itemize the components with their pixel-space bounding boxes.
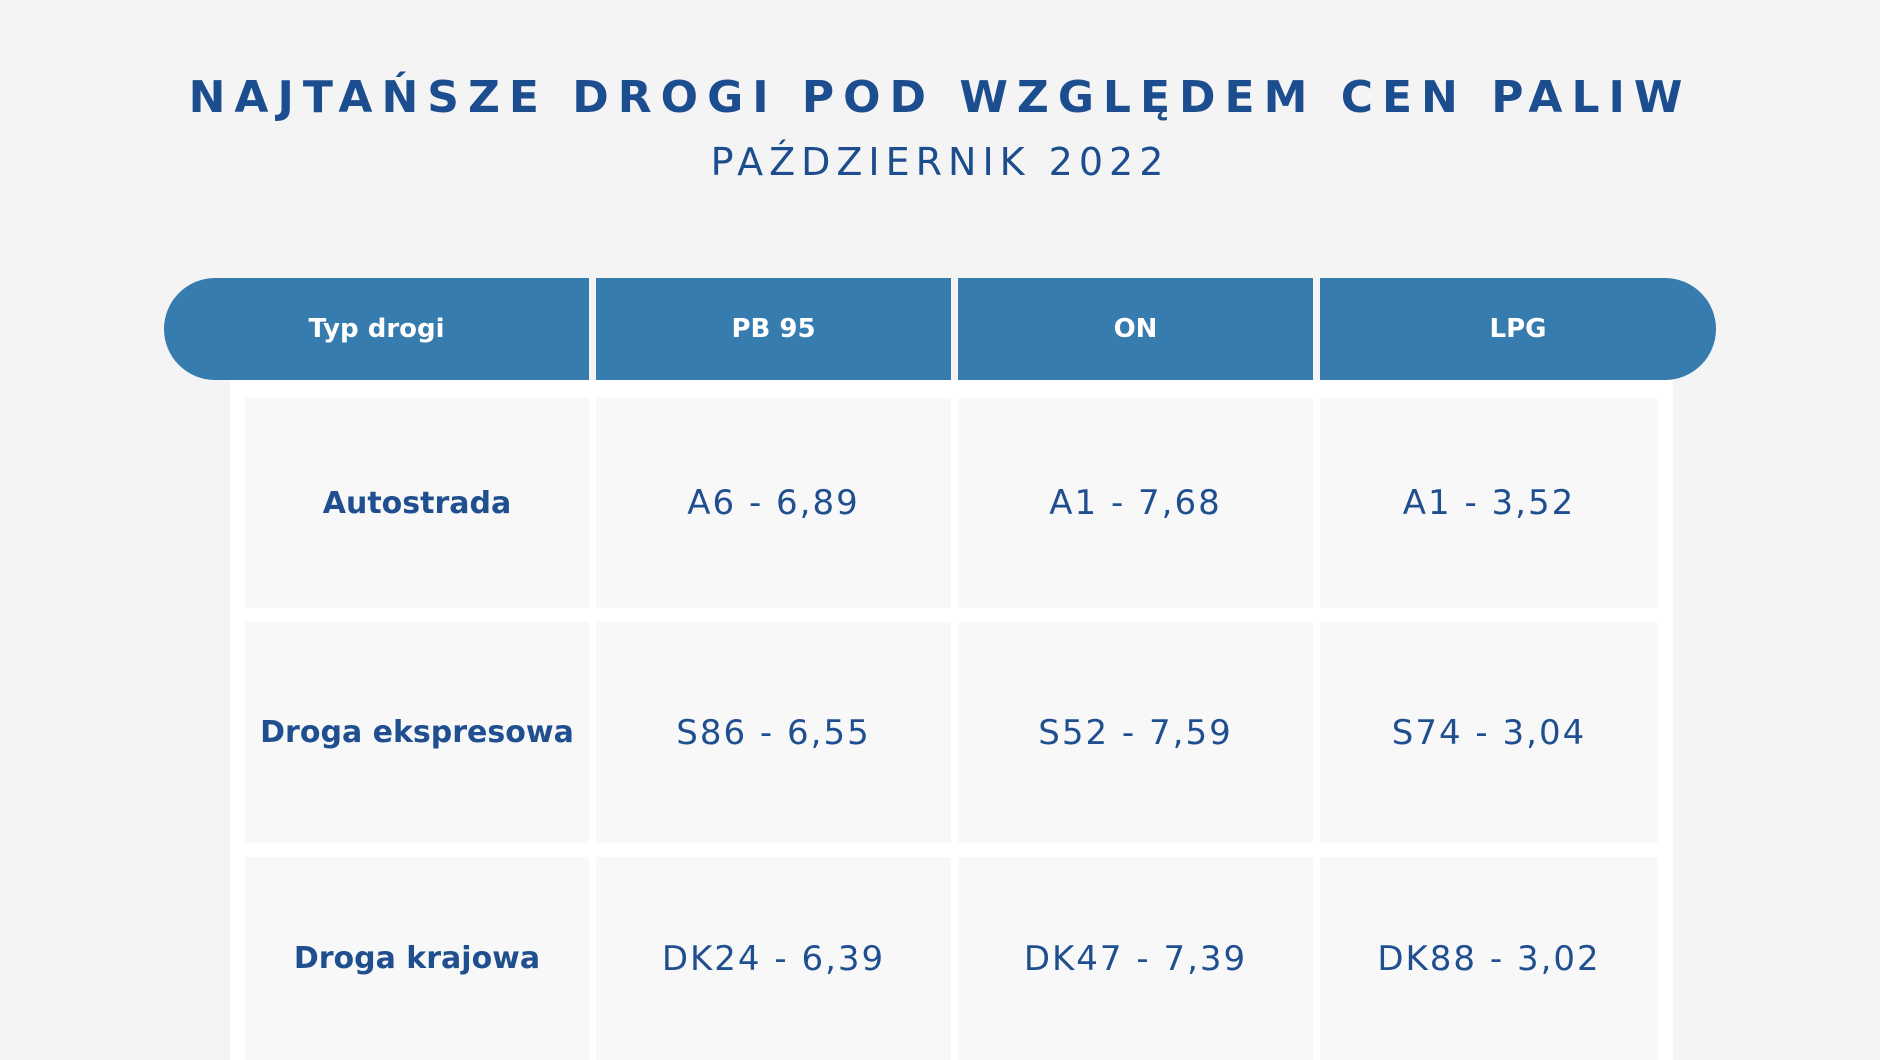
title: NAJTAŃSZE DROGI POD WZGLĘDEM CEN PALIW [188,72,1692,123]
row-label: Autostrada [245,398,589,608]
column-header: ON [958,278,1313,380]
table-cell: A1 - 7,68 [958,398,1313,608]
table-cell: DK47 - 7,39 [958,857,1313,1060]
table-cell: S74 - 3,04 [1320,622,1658,843]
table-cell: A1 - 3,52 [1320,398,1658,608]
column-header: Typ drogi [164,278,589,380]
table-cell: S52 - 7,59 [958,622,1313,843]
column-header: PB 95 [596,278,951,380]
table-cell: DK88 - 3,02 [1320,857,1658,1060]
subtitle: PAŹDZIERNIK 2022 [710,140,1170,184]
row-label: Droga krajowa [245,857,589,1060]
column-header: LPG [1320,278,1716,380]
row-label: Droga ekspresowa [245,622,589,843]
table-cell: S86 - 6,55 [596,622,951,843]
table-cell: A6 - 6,89 [596,398,951,608]
table-cell: DK24 - 6,39 [596,857,951,1060]
